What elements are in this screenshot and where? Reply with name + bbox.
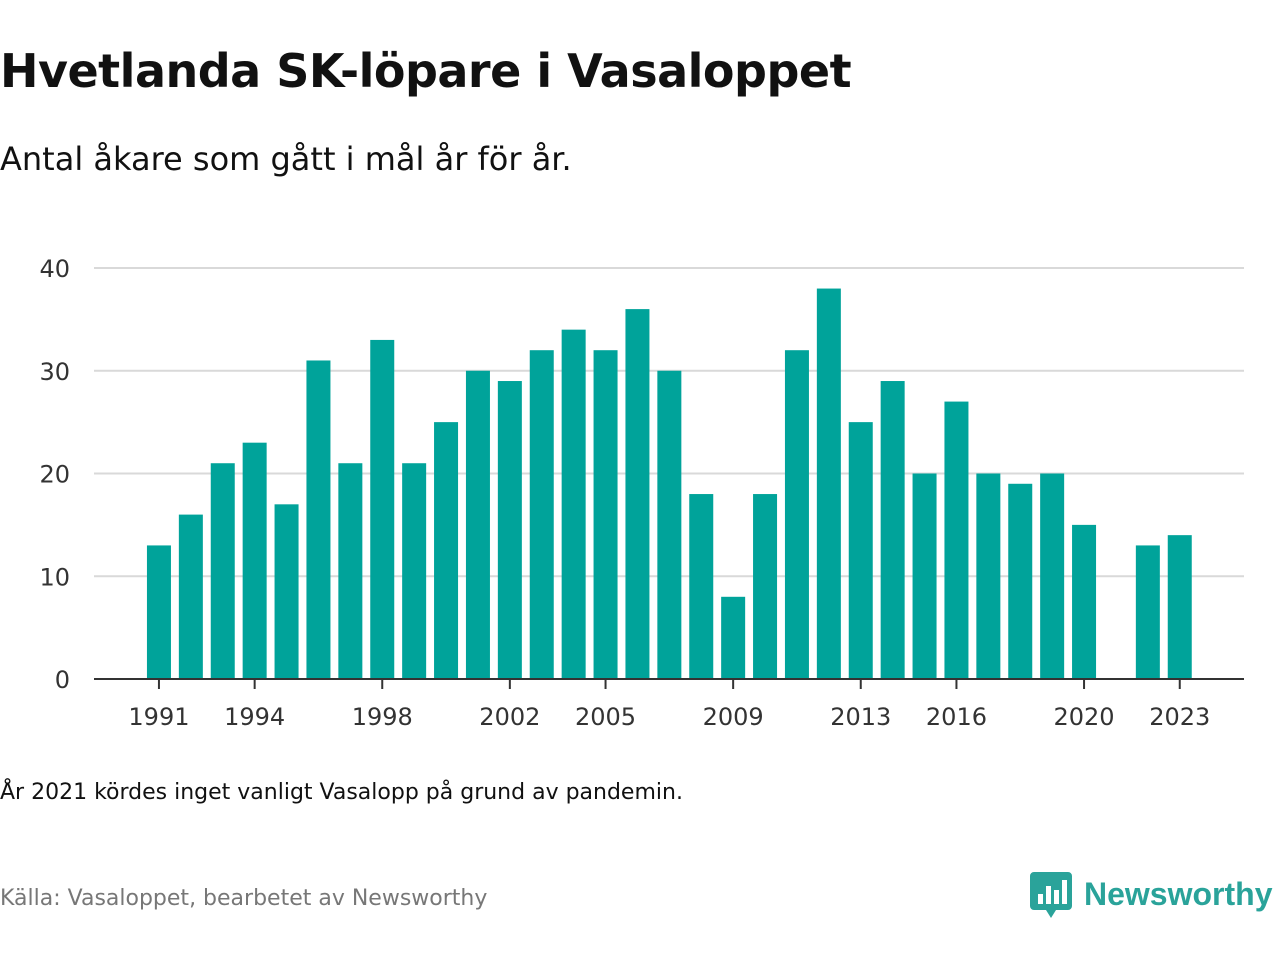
- bar: [465, 370, 490, 679]
- bar: [497, 381, 522, 679]
- bars: [146, 288, 1192, 679]
- y-tick-label: 10: [39, 563, 70, 591]
- bar: [912, 473, 937, 679]
- brand-logo: Newsworthy: [1030, 868, 1272, 920]
- bar: [210, 463, 235, 679]
- bar: [880, 381, 905, 679]
- bar: [784, 350, 809, 679]
- bar: [625, 309, 650, 679]
- bar-chart: 0 10 20 30 40 1991 1994 1998 2002 2005 2009 2013 20…: [39, 255, 1244, 731]
- chart-subtitle: Antal åkare som gått i mål år för år.: [0, 140, 572, 178]
- bar: [657, 370, 682, 679]
- x-tick-label: 2013: [830, 703, 891, 731]
- source-text: Källa: Vasaloppet, bearbetet av Newswort…: [0, 886, 488, 911]
- x-tick-label: 1991: [128, 703, 189, 731]
- x-axis-ticks: 1991 1994 1998 2002 2005 2009 2013 2016 2020 2023: [128, 679, 1210, 731]
- chart-title: Hvetlanda SK-löpare i Vasaloppet: [0, 44, 852, 98]
- bar: [593, 350, 618, 679]
- bar: [816, 288, 841, 679]
- bar: [370, 339, 395, 679]
- bar: [434, 422, 459, 679]
- y-tick-label: 40: [39, 255, 70, 283]
- bar: [1072, 524, 1097, 679]
- bar: [242, 442, 267, 679]
- bar: [529, 350, 554, 679]
- bar: [561, 329, 586, 679]
- x-tick-label: 2009: [703, 703, 764, 731]
- bar: [1167, 535, 1192, 679]
- brand-name: Newsworthy: [1084, 875, 1273, 912]
- x-tick-label: 2023: [1149, 703, 1210, 731]
- bar: [146, 545, 171, 679]
- x-tick-label: 1994: [224, 703, 285, 731]
- bar: [178, 514, 203, 679]
- y-tick-label: 20: [39, 461, 70, 489]
- bar: [1135, 545, 1160, 679]
- newsworthy-logo-icon: [1030, 872, 1072, 918]
- bar: [721, 596, 746, 679]
- footnote: År 2021 kördes inget vanligt Vasalopp på…: [0, 780, 683, 805]
- bar: [848, 422, 873, 679]
- bar: [306, 360, 331, 679]
- bar: [753, 494, 778, 679]
- bar: [338, 463, 363, 679]
- x-tick-label: 1998: [352, 703, 413, 731]
- bar: [402, 463, 427, 679]
- y-tick-label: 30: [39, 358, 70, 386]
- x-tick-label: 2002: [479, 703, 540, 731]
- bar: [976, 473, 1001, 679]
- bar: [274, 504, 299, 679]
- bar: [944, 401, 969, 679]
- x-tick-label: 2016: [926, 703, 987, 731]
- y-tick-label: 0: [55, 666, 70, 694]
- bar: [1040, 473, 1065, 679]
- bar: [689, 494, 714, 679]
- x-tick-label: 2020: [1054, 703, 1115, 731]
- bar: [1008, 483, 1033, 679]
- x-tick-label: 2005: [575, 703, 636, 731]
- y-axis-ticks: 0 10 20 30 40: [39, 255, 70, 694]
